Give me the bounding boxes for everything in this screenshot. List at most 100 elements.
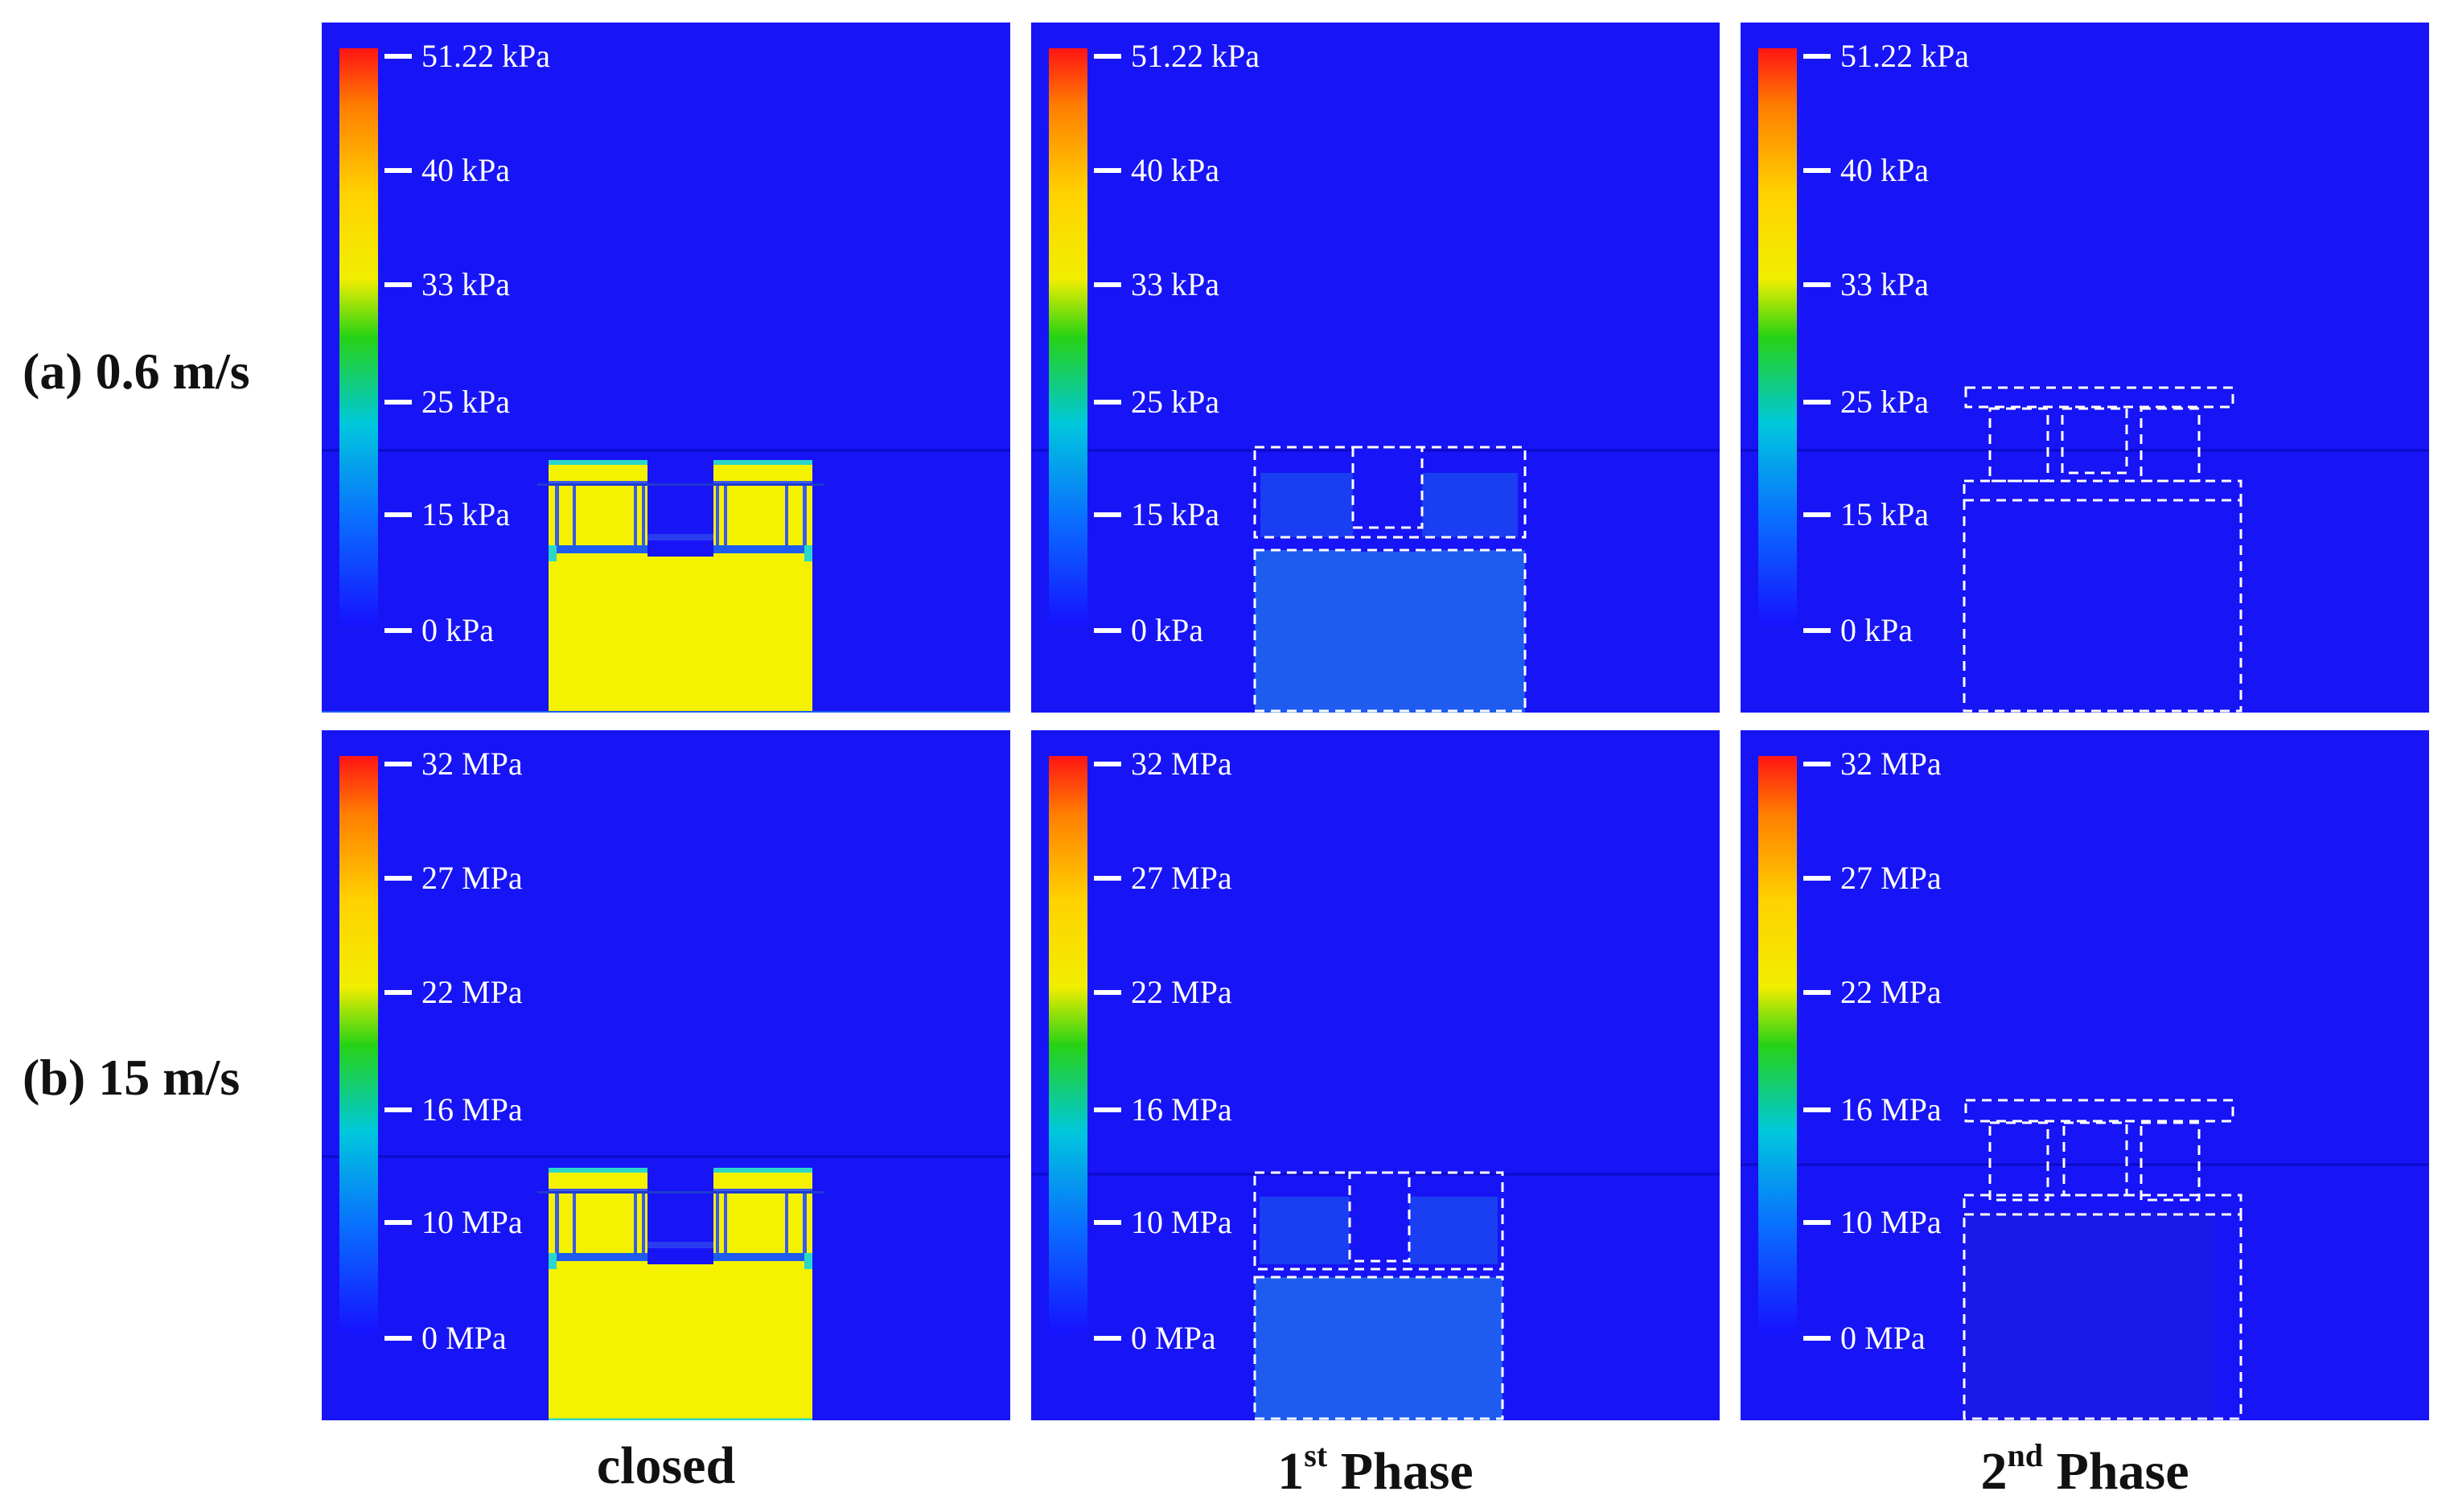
colorbar-label: 33 kPa [421,266,510,302]
valve-2nd-phase-geometry [1741,1099,2429,1420]
colorbar-tick [1803,168,1831,173]
colorbar-tick [384,1336,412,1341]
colorbar-tick [384,876,412,881]
colorbar-label: 32 MPa [1131,746,1232,782]
colorbar-tick [384,54,412,59]
column-label-2nd-sup: nd [2007,1437,2044,1473]
colorbar-label: 16 MPa [1840,1091,1942,1128]
colorbar-tick [1803,1107,1831,1112]
colorbar-label: 33 kPa [1131,266,1219,302]
colorbar-label: 10 MPa [1840,1204,1942,1240]
colorbar-tick [1094,1336,1121,1341]
colorbar-label: 25 kPa [421,384,510,420]
colorbar-tick [1094,168,1121,173]
colorbar-tick [1094,1220,1121,1225]
colorbar-label: 40 kPa [1131,152,1219,188]
colorbar-label: 15 kPa [1131,496,1219,532]
colorbar-tick [384,762,412,766]
colorbar-label: 40 kPa [1840,152,1929,188]
column-label-2nd-rest: Phase [2043,1442,2189,1501]
colorbar-label: 10 MPa [421,1204,523,1240]
colorbar-label: 0 MPa [421,1320,507,1356]
column-label-1st-base: 1 [1277,1442,1305,1501]
colorbar-label: 22 MPa [1840,974,1942,1010]
colorbar-label: 0 kPa [421,612,494,648]
colorbar-tick [1094,282,1121,287]
colorbar-tick [1803,1336,1831,1341]
colorbar-label: 27 MPa [1131,860,1232,896]
colorbar-tick [1803,54,1831,59]
panel-a-1st-phase: 51.22 kPa 40 kPa 33 kPa 25 kPa 15 kPa 0 … [1031,23,1720,713]
colorbar-tick [1803,282,1831,287]
colorbar-tick [384,990,412,995]
colorbar-label: 10 MPa [1131,1204,1232,1240]
colorbar-label: 32 MPa [1840,746,1942,782]
colorbar [1758,756,1797,1333]
colorbar-tick [384,628,412,633]
valve-2nd-phase-geometry [1741,386,2429,713]
colorbar-label: 22 MPa [421,974,523,1010]
column-label-1st-rest: Phase [1327,1442,1474,1501]
colorbar-label: 40 kPa [421,152,510,188]
colorbar-tick [1803,512,1831,517]
colorbar-tick [1094,876,1121,881]
valve-1st-phase-geometry [1031,446,1720,713]
colorbar-tick [1803,762,1831,766]
colorbar-tick [384,282,412,287]
panel-b-1st-phase: 32 MPa 27 MPa 22 MPa 16 MPa 10 MPa 0 MPa [1031,730,1720,1420]
colorbar-label: 25 kPa [1131,384,1219,420]
colorbar-tick [1094,400,1121,405]
colorbar-label: 22 MPa [1131,974,1232,1010]
panel-b-closed: 32 MPa 27 MPa 22 MPa 16 MPa 10 MPa 0 MPa [322,730,1010,1420]
colorbar-tick [1094,762,1121,766]
colorbar-label: 16 MPa [1131,1091,1232,1128]
colorbar-label: 15 kPa [1840,496,1929,532]
colorbar-tick [1094,54,1121,59]
colorbar-tick [384,400,412,405]
colorbar [339,48,378,626]
colorbar-label: 16 MPa [421,1091,523,1128]
colorbar-label: 0 MPa [1131,1320,1216,1356]
valve-1st-phase-geometry [1031,1171,1720,1420]
colorbar-tick [1803,876,1831,881]
colorbar-tick [1803,990,1831,995]
colorbar-tick [1803,400,1831,405]
colorbar-tick [1094,990,1121,995]
panel-a-2nd-phase: 51.22 kPa 40 kPa 33 kPa 25 kPa 15 kPa 0 … [1741,23,2429,713]
colorbar-label: 27 MPa [421,860,523,896]
row-label-a: (a) 0.6 m/s [23,343,250,400]
colorbar-tick [1094,1107,1121,1112]
colorbar [1049,756,1087,1333]
colorbar-tick [1094,512,1121,517]
colorbar-label: 0 MPa [1840,1320,1926,1356]
colorbar-label: 51.22 kPa [1840,38,1969,74]
colorbar-label: 0 kPa [1131,612,1203,648]
column-label-2nd-phase: 2nd Phase [1741,1440,2429,1498]
colorbar-label: 51.22 kPa [1131,38,1260,74]
colorbar-label: 25 kPa [1840,384,1929,420]
column-label-2nd-base: 2 [1980,1442,2008,1501]
panel-b-2nd-phase: 32 MPa 27 MPa 22 MPa 16 MPa 10 MPa 0 MPa [1741,730,2429,1420]
row-label-b: (b) 15 m/s [23,1049,240,1106]
column-label-1st-sup: st [1304,1437,1328,1473]
colorbar-tick [384,168,412,173]
colorbar-tick [1803,1220,1831,1225]
colorbar [339,756,378,1333]
column-label-closed: closed [596,1436,736,1495]
colorbar-tick [1094,628,1121,633]
colorbar-label: 15 kPa [421,496,510,532]
colorbar-tick [384,512,412,517]
colorbar [1049,48,1087,626]
valve-closed-geometry [322,449,1010,713]
column-label-1st-phase: 1st Phase [1031,1440,1720,1498]
colorbar-tick [1803,628,1831,633]
colorbar [1758,48,1797,626]
panel-a-closed: 51.22 kPa 40 kPa 33 kPa 25 kPa 15 kPa 0 … [322,23,1010,713]
valve-closed-geometry [322,1155,1010,1420]
colorbar-label: 51.22 kPa [421,38,550,74]
colorbar-label: 27 MPa [1840,860,1942,896]
colorbar-tick [384,1107,412,1112]
colorbar-label: 33 kPa [1840,266,1929,302]
colorbar-label: 32 MPa [421,746,523,782]
colorbar-tick [384,1220,412,1225]
